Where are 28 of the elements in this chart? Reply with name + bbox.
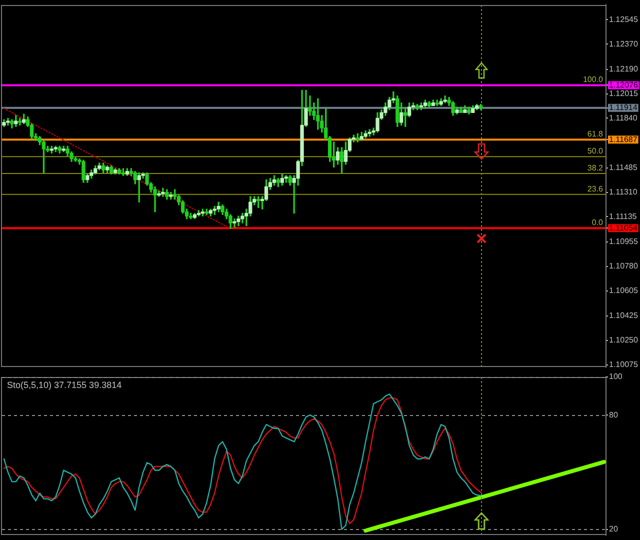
annotation: 38.2 bbox=[587, 164, 604, 173]
y-tick-label: 20 bbox=[609, 524, 618, 534]
annotation: 100.0 bbox=[582, 75, 604, 84]
y-tick-label: 80 bbox=[609, 410, 618, 420]
y-tick-label: 1.10250 bbox=[609, 336, 638, 345]
y-tick-label: 1.12190 bbox=[609, 64, 638, 74]
y-tick-label: 1.11914 bbox=[609, 103, 638, 112]
y-tick-label: 1.11485 bbox=[609, 163, 638, 172]
y-tick-label: 1.12370 bbox=[609, 39, 638, 48]
annotation: 61.8 bbox=[587, 130, 604, 139]
y-tick-label: 1.11135 bbox=[609, 212, 638, 221]
y-tick-label: 1.10075 bbox=[609, 360, 638, 370]
y-tick-label: 1.10955 bbox=[609, 237, 638, 246]
y-tick-label: 1.11310 bbox=[609, 187, 638, 196]
y-tick-label: 1.11054 bbox=[609, 223, 638, 232]
y-tick-label: 1.10780 bbox=[609, 262, 638, 271]
chart-title: Sto(5,5,10) 37.7155 39.3814 bbox=[7, 380, 122, 390]
y-tick-label: 1.12015 bbox=[609, 88, 638, 98]
y-tick-label: 1.10425 bbox=[609, 311, 638, 320]
y-tick-label: 1.11687 bbox=[609, 134, 638, 144]
annotation: 23.6 bbox=[587, 184, 604, 194]
y-tick-label: 1.10605 bbox=[609, 286, 638, 296]
y-tick-label: 1.12076 bbox=[609, 80, 638, 90]
annotation: 50.0 bbox=[587, 146, 604, 156]
annotation: 0.0 bbox=[592, 218, 604, 228]
y-tick-label: 1.11840 bbox=[609, 113, 638, 122]
y-tick-label: 100 bbox=[609, 372, 623, 382]
y-tick-label: 1.12545 bbox=[609, 14, 638, 24]
